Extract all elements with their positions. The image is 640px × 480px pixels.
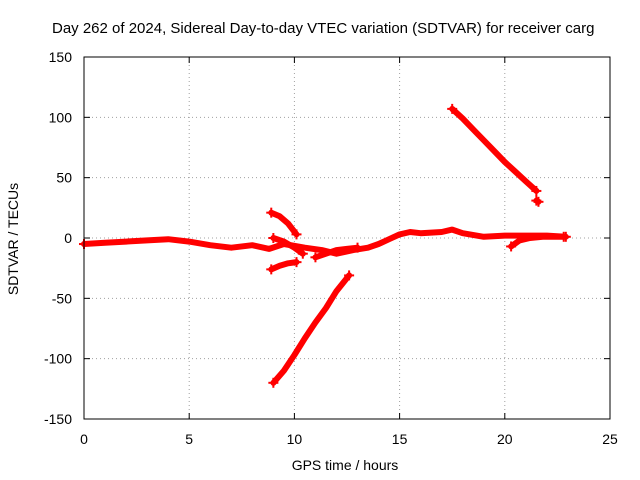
- data-series: [79, 103, 571, 388]
- series-main-track: [81, 226, 569, 257]
- x-tick-label: 10: [287, 431, 303, 447]
- y-tick-label: -150: [44, 411, 72, 427]
- y-tick-label: -100: [44, 351, 72, 367]
- y-axis-label: SDTVAR / TECUs: [5, 183, 21, 295]
- y-tick-label: 50: [56, 170, 72, 186]
- series-rising-arc-low: [268, 259, 300, 273]
- y-tick-label: -50: [52, 290, 72, 306]
- series-rising-arc-steep: [270, 272, 353, 386]
- y-tick-label: 150: [49, 49, 73, 65]
- chart-title: Day 262 of 2024, Sidereal Day-to-day VTE…: [52, 20, 594, 37]
- series-falling-arc-mid: [270, 235, 306, 257]
- x-tick-label: 25: [602, 431, 618, 447]
- x-tick-label: 0: [80, 431, 88, 447]
- series-mid-segment: [312, 244, 361, 261]
- x-tick-label: 5: [185, 431, 193, 447]
- y-axis-ticks: -150 -100 -50 0 50 100 150: [44, 49, 610, 427]
- series-late-segment: [508, 233, 567, 250]
- series-falling-arc-high: [268, 209, 300, 238]
- x-tick-label: 15: [392, 431, 408, 447]
- x-axis-ticks: 0 5 10 15 20 25: [80, 57, 618, 447]
- y-tick-label: 0: [64, 230, 72, 246]
- x-tick-label: 20: [497, 431, 513, 447]
- y-tick-label: 100: [49, 109, 73, 125]
- x-axis-label: GPS time / hours: [292, 457, 399, 473]
- series-falling-arc-steep: [449, 105, 540, 194]
